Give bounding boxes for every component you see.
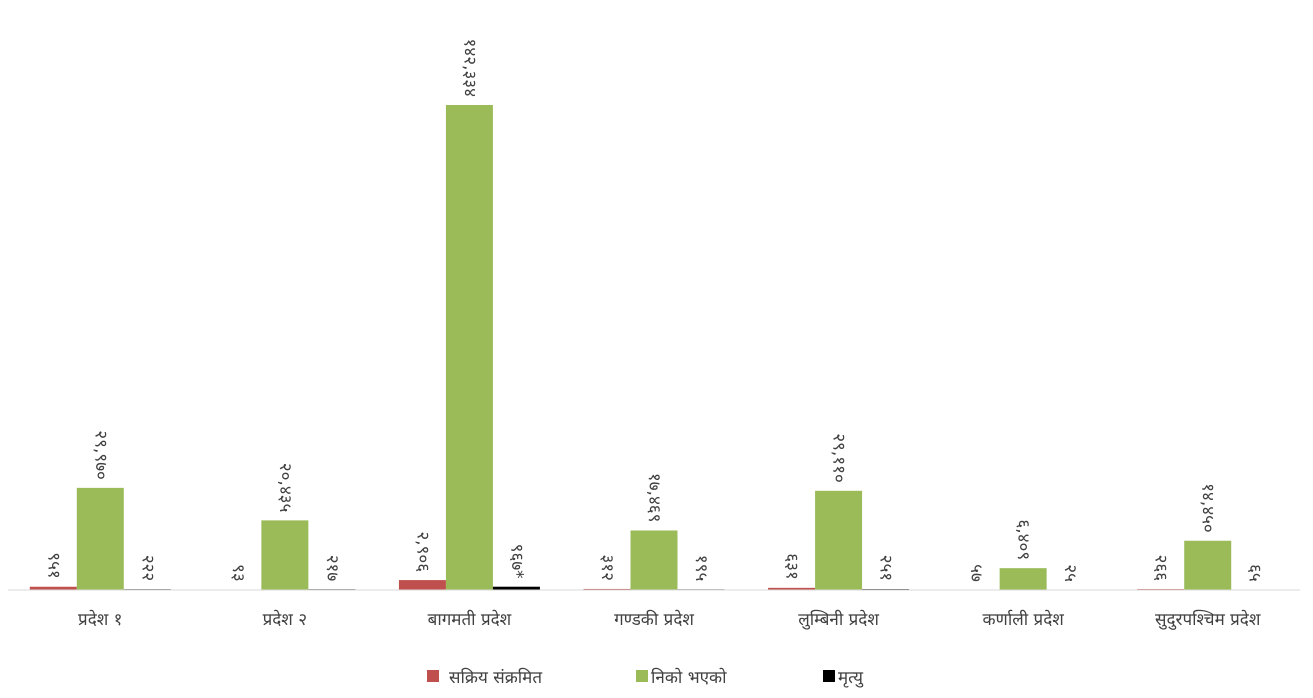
x-tick-label: प्रदेश १ (78, 609, 123, 630)
bar (398, 580, 446, 590)
bar (492, 586, 540, 590)
x-tick-label: कर्णाली प्रदेश (982, 609, 1064, 630)
value-label: ९३ (228, 564, 248, 582)
x-tick-label: सुदुरपश्चिम प्रदेश (1155, 609, 1261, 630)
legend-swatch (636, 670, 648, 682)
x-tick-label: गण्डकी प्रदेश (614, 609, 694, 630)
value-label: २२२ (137, 555, 157, 582)
value-label: ९६७* (506, 544, 526, 579)
value-label: ९५१ (43, 552, 63, 579)
bar (445, 105, 493, 590)
legend-label: मृत्यु (838, 668, 864, 688)
bar (29, 586, 77, 590)
x-tick-label: प्रदेश २ (263, 609, 308, 630)
value-label: २५१ (876, 555, 896, 582)
bar (583, 588, 631, 590)
value-label: १४२,३३४ (459, 39, 479, 97)
value-label: २९,९७० (90, 430, 110, 480)
value-label: १९५ (691, 555, 711, 582)
value-label: २,९०६ (412, 531, 432, 572)
bar (815, 490, 863, 590)
value-label: २१७ (322, 555, 342, 582)
bar (630, 530, 678, 590)
value-label: २५ (1060, 564, 1080, 582)
bar (1184, 540, 1232, 590)
value-label: १७,४६९ (644, 473, 664, 523)
legend-swatch (427, 670, 439, 682)
value-label: २०,४३५ (275, 463, 295, 513)
value-label: ३१२ (597, 554, 617, 581)
bar (76, 487, 124, 590)
value-label: ६३१ (782, 553, 802, 580)
value-label: ५७ (966, 564, 986, 582)
legend-swatch (823, 670, 835, 682)
value-label: ६,४०९ (1013, 519, 1033, 560)
legend-label: निको भएको (651, 667, 727, 688)
bar (261, 520, 309, 590)
x-tick-label: बागमती प्रदेश (428, 609, 512, 630)
bar (999, 568, 1047, 590)
bar (768, 587, 816, 590)
x-tick-label: लुम्बिनी प्रदेश (798, 609, 879, 630)
value-label: ६५ (1245, 564, 1265, 582)
value-label: २९,११० (829, 433, 849, 483)
legend-label: सक्रिय संक्रमित (449, 667, 542, 688)
value-label: १४,४५० (1198, 483, 1218, 533)
value-label: २६६ (1151, 555, 1171, 582)
